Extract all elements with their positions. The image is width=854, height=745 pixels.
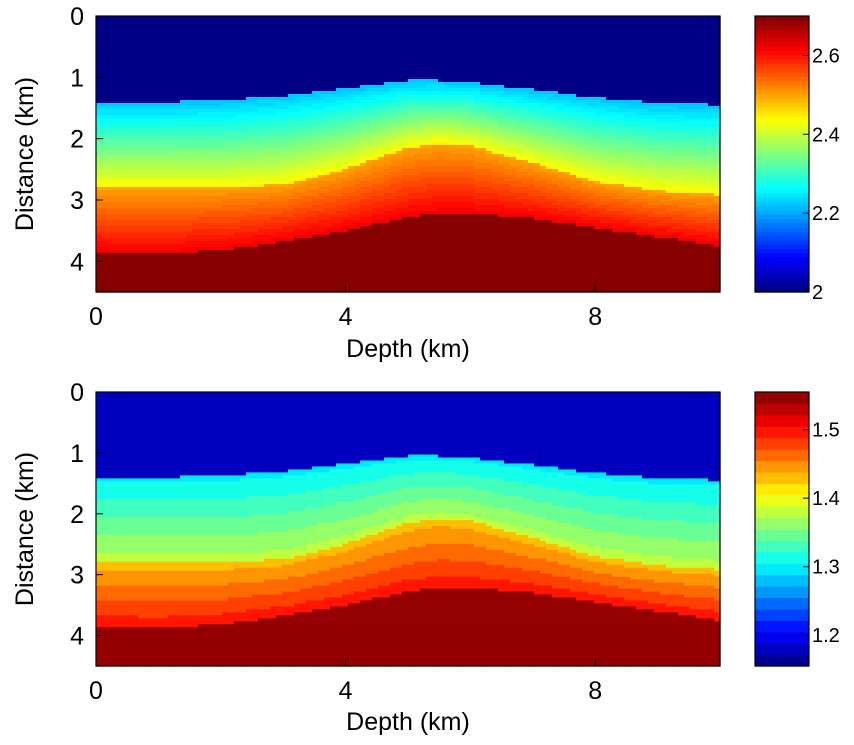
velocity-field-heatmap-1	[96, 16, 721, 293]
